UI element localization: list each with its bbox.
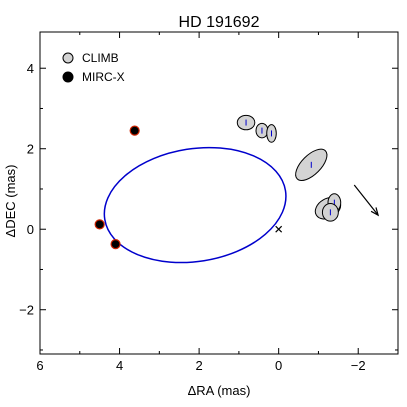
y-axis-label: ΔDEC (mas) (3, 165, 18, 238)
primary-star-marker (275, 225, 283, 233)
y-tick-label: 0 (27, 222, 34, 237)
orbit-layer (103, 146, 287, 264)
chart-extras (275, 184, 380, 233)
plot-frame (39, 31, 399, 355)
legend-marker-mirc-x (62, 71, 74, 83)
legend: CLIMB MIRC-X (62, 51, 125, 84)
data-points (94, 114, 342, 250)
x-axis-label: ΔRA (mas) (188, 383, 251, 398)
y-tick-label: 2 (27, 142, 34, 157)
direction-arrow-shaft (353, 184, 379, 216)
x-tick-label: 2 (195, 358, 202, 373)
mirc-x-point (94, 219, 105, 230)
x-tick-label: 6 (36, 358, 43, 373)
y-tick-label: −2 (19, 303, 34, 318)
chart-title: HD 191692 (179, 14, 260, 31)
x-tick-label: 0 (275, 358, 282, 373)
mirc-x-point (110, 239, 121, 250)
legend-marker-climb (62, 52, 74, 64)
orbit-ellipse (103, 146, 287, 264)
direction-arrow-head (370, 207, 380, 217)
x-tick-label: 4 (116, 358, 123, 373)
x-tick-label: −2 (351, 358, 366, 373)
legend-label-climb: CLIMB (82, 51, 119, 65)
y-tick-label: 4 (27, 61, 34, 76)
mirc-x-point (129, 125, 140, 136)
legend-label-mirc-x: MIRC-X (82, 70, 125, 84)
axis-ticks: 6 4 2 0 −2 4 2 0 −2 (19, 32, 399, 373)
